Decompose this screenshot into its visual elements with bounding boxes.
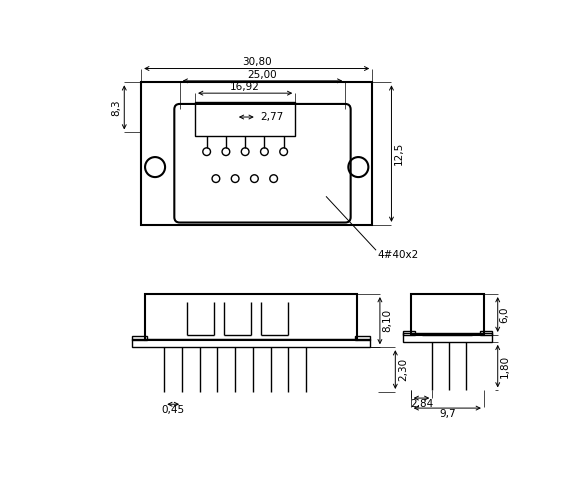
Bar [355, 336, 370, 340]
Text: 8,3: 8,3 [112, 99, 122, 116]
Text: 12,5: 12,5 [394, 142, 404, 165]
Bar [132, 339, 370, 347]
Bar [411, 294, 484, 335]
Text: 4#40x2: 4#40x2 [378, 250, 419, 260]
Bar [145, 294, 357, 340]
Text: 9,7: 9,7 [439, 409, 456, 419]
Text: 2,77: 2,77 [261, 112, 284, 122]
Text: 16,92: 16,92 [230, 82, 260, 92]
Text: 0,45: 0,45 [162, 406, 185, 415]
Bar [480, 331, 492, 335]
Bar [132, 336, 147, 340]
Bar [403, 331, 415, 335]
Text: 25,00: 25,00 [248, 70, 277, 80]
Text: 8,10: 8,10 [382, 309, 393, 332]
Bar [403, 333, 492, 342]
Text: 2,84: 2,84 [410, 399, 433, 409]
Text: 6,0: 6,0 [500, 306, 510, 323]
Bar [195, 102, 295, 136]
Bar [141, 82, 372, 225]
Text: 2,30: 2,30 [398, 358, 408, 381]
Text: 1,80: 1,80 [500, 355, 510, 378]
Text: 30,80: 30,80 [242, 57, 271, 67]
